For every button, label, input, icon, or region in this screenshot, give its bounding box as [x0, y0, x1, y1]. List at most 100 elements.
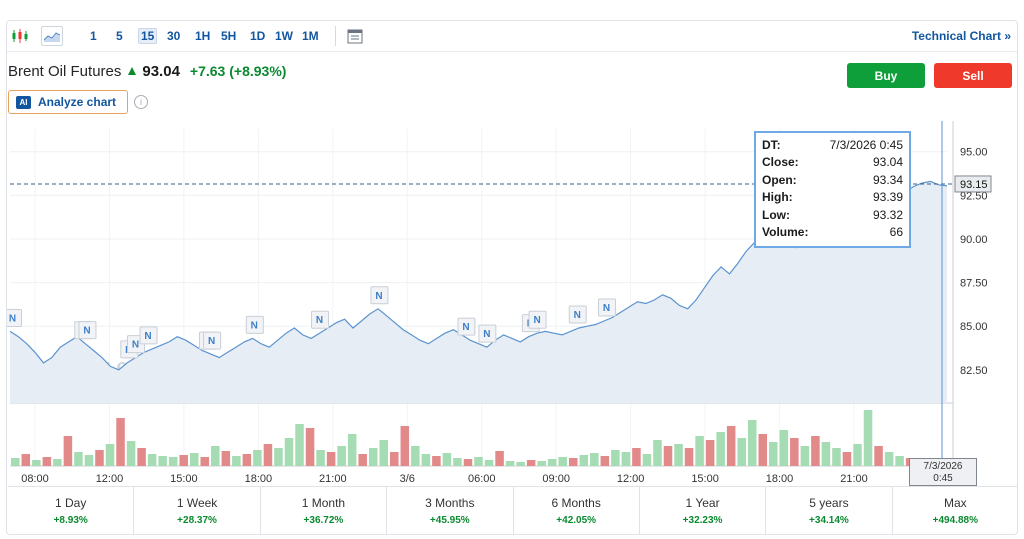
- timeframe-1w[interactable]: 1W: [275, 29, 293, 43]
- tooltip-key: Open:: [762, 172, 797, 187]
- period-label: 5 years: [809, 496, 849, 510]
- tooltip-value: 66: [889, 225, 903, 240]
- period-1-month[interactable]: 1 Month +36.72%: [261, 487, 388, 534]
- news-marker: [528, 310, 547, 329]
- period-1-day[interactable]: 1 Day +8.93%: [8, 487, 135, 534]
- calendar-icon[interactable]: [344, 26, 366, 46]
- volume-bar: [632, 448, 641, 466]
- price-axis-label: 90.00: [960, 234, 988, 246]
- volume-bar: [84, 455, 94, 466]
- last-price-label: 93.15: [960, 179, 988, 191]
- last-price: 93.04: [142, 63, 180, 80]
- news-marker-label: N: [316, 315, 323, 326]
- info-icon[interactable]: i: [134, 95, 148, 109]
- period-value: +32.23%: [682, 515, 723, 526]
- volume-bar: [695, 436, 704, 466]
- time-axis-label: 15:00: [691, 473, 719, 485]
- volume-bar: [484, 460, 494, 466]
- period-value: +494.88%: [932, 515, 978, 526]
- timeframe-1m[interactable]: 1M: [302, 29, 319, 43]
- period-value: +34.14%: [809, 515, 849, 526]
- volume-bar: [684, 448, 694, 466]
- area-chart-icon[interactable]: [41, 26, 63, 46]
- toolbar-divider: [335, 26, 336, 46]
- timeframe-15[interactable]: 15: [138, 28, 158, 44]
- volume-bar: [642, 454, 652, 466]
- period-1-week[interactable]: 1 Week +28.37%: [134, 487, 261, 534]
- period-3-months[interactable]: 3 Months +45.95%: [387, 487, 514, 534]
- news-marker: [139, 326, 158, 345]
- volume-bar: [758, 434, 768, 466]
- volume-bar: [474, 457, 483, 466]
- arrow-up-icon: [128, 67, 137, 75]
- time-axis-label: 06:00: [468, 473, 496, 485]
- technical-chart-link[interactable]: Technical Chart »: [912, 29, 1011, 43]
- news-marker: [311, 310, 330, 329]
- price-axis-label: 85.00: [960, 321, 988, 333]
- crosshair-date: 7/3/2026: [923, 461, 963, 472]
- analyze-chart-button[interactable]: AI Analyze chart: [8, 90, 128, 114]
- volume-bar: [242, 454, 252, 466]
- change-percent: (+8.93%): [229, 63, 287, 79]
- news-marker-label: N: [483, 329, 490, 340]
- volume-bar: [874, 446, 883, 466]
- volume-bar: [895, 456, 904, 466]
- timeframe-1[interactable]: 1: [90, 29, 97, 43]
- time-axis-label: 12:00: [96, 473, 124, 485]
- news-marker: [598, 298, 617, 317]
- volume-bar: [790, 438, 799, 466]
- volume-bar: [726, 426, 736, 466]
- timeframe-1d[interactable]: 1D: [250, 29, 266, 43]
- time-axis-label: 18:00: [766, 473, 794, 485]
- volume-bar: [147, 454, 157, 466]
- volume-bar: [568, 458, 578, 466]
- timeframe-5h[interactable]: 5H: [221, 29, 237, 43]
- timeframe-5[interactable]: 5: [116, 29, 123, 43]
- tooltip-value: 93.34: [872, 172, 903, 187]
- chart-toolbar: 1 5 15 30 1H 5H 1D 1W 1M Technical Chart…: [7, 21, 1017, 52]
- volume-bar: [621, 452, 631, 466]
- tooltip-key: High:: [762, 190, 793, 205]
- news-marker: [78, 321, 97, 340]
- time-axis-label: 09:00: [542, 473, 570, 485]
- news-marker: [370, 286, 389, 305]
- period-1-year[interactable]: 1 Year +32.23%: [640, 487, 767, 534]
- timeframe-30[interactable]: 30: [167, 29, 181, 43]
- volume-bar: [400, 426, 410, 466]
- volume-bar: [590, 453, 599, 466]
- volume-bar: [495, 451, 504, 466]
- price-axis-label: 92.50: [960, 190, 988, 202]
- volume-bar: [663, 446, 673, 466]
- news-marker-label: N: [132, 340, 139, 351]
- period-6-months[interactable]: 6 Months +42.05%: [514, 487, 640, 534]
- volume-bar: [263, 444, 273, 466]
- last-price-box: [954, 175, 992, 193]
- volume-bar: [821, 442, 831, 466]
- period-5-years[interactable]: 5 years +34.14%: [766, 487, 893, 534]
- volume-bar: [158, 456, 167, 466]
- period-value: +28.37%: [177, 515, 217, 526]
- time-axis-label: 3/6: [400, 473, 415, 485]
- news-marker: [478, 324, 497, 343]
- news-marker: [568, 305, 587, 324]
- volume-bar: [53, 459, 62, 466]
- period-label: 3 Months: [425, 496, 475, 510]
- period-value: +8.93%: [53, 515, 88, 526]
- volume-bar: [579, 455, 589, 466]
- volume-bar: [95, 450, 104, 466]
- period-label: 1 Month: [301, 496, 346, 510]
- instrument-name: Brent Oil Futures: [8, 63, 122, 80]
- timeframe-1h[interactable]: 1H: [195, 29, 211, 43]
- period-max[interactable]: Max +494.88%: [893, 487, 1018, 534]
- buy-button[interactable]: Buy: [847, 63, 925, 88]
- tooltip-row: Volume: 66: [762, 224, 903, 242]
- tooltip-key: Close:: [762, 155, 799, 170]
- news-marker-label: N: [574, 310, 581, 321]
- volume-bar: [42, 457, 52, 466]
- tooltip-row: Close: 93.04: [762, 154, 903, 172]
- candlestick-icon[interactable]: [9, 26, 31, 46]
- sell-button[interactable]: Sell: [934, 63, 1012, 88]
- volume-bar: [326, 452, 336, 466]
- news-marker-label: N: [208, 336, 215, 347]
- time-axis-label: 18:00: [245, 473, 273, 485]
